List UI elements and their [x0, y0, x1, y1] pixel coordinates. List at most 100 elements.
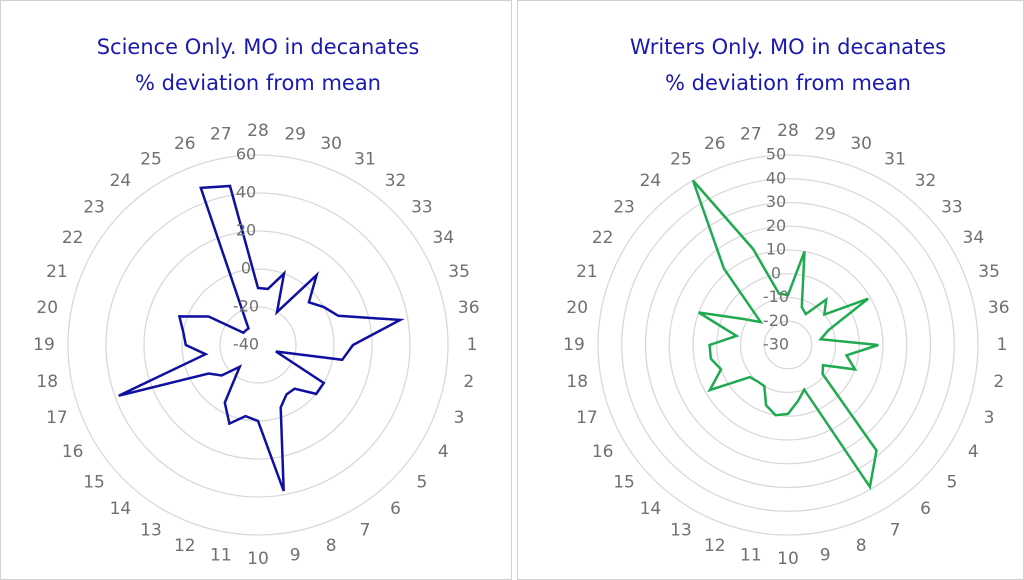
category-label: 9 [820, 546, 831, 566]
category-label: 5 [947, 473, 958, 493]
category-label: 34 [963, 228, 985, 248]
category-label: 14 [640, 499, 662, 519]
category-label: 1 [997, 335, 1008, 355]
category-label: 31 [884, 150, 906, 170]
category-label: 6 [390, 499, 401, 519]
category-label: 2 [993, 372, 1004, 392]
y-tick-label: -20 [763, 311, 789, 330]
category-label: 34 [433, 228, 455, 248]
chart-title: Science Only. MO in decanates [97, 35, 420, 59]
category-label: 25 [670, 150, 692, 170]
category-label: 11 [210, 546, 232, 566]
category-label: 31 [354, 150, 376, 170]
series-line [691, 179, 879, 491]
category-label: 3 [454, 408, 465, 428]
category-label: 15 [83, 473, 105, 493]
category-label: 23 [83, 197, 105, 217]
category-label: 18 [36, 372, 58, 392]
category-label: 2 [463, 372, 474, 392]
category-label: 4 [438, 442, 449, 462]
category-label: 35 [448, 262, 470, 282]
category-label: 33 [941, 197, 963, 217]
category-label: 26 [704, 134, 726, 154]
category-label: 10 [777, 549, 799, 569]
category-label: 7 [360, 520, 371, 540]
y-tick-label: 20 [766, 216, 786, 235]
y-tick-label: 60 [236, 145, 256, 164]
category-label: 27 [210, 124, 232, 144]
y-tick-label: -20 [233, 297, 259, 316]
category-label: 29 [284, 124, 306, 144]
category-label: 7 [890, 520, 901, 540]
category-label: 36 [988, 298, 1010, 318]
grid-ring [219, 306, 297, 384]
category-label: 19 [563, 335, 585, 355]
chart-subtitle: % deviation from mean [665, 71, 911, 95]
category-label: 13 [670, 520, 692, 540]
category-label: 32 [385, 171, 407, 191]
chart-title: Writers Only. MO in decanates [630, 35, 946, 59]
category-label: 16 [62, 442, 84, 462]
category-label: 18 [566, 372, 588, 392]
category-label: 3 [984, 408, 995, 428]
category-label: 10 [247, 549, 269, 569]
chart-subtitle: % deviation from mean [135, 71, 381, 95]
category-label: 1 [467, 335, 478, 355]
category-label: 13 [140, 520, 162, 540]
category-label: 5 [417, 473, 428, 493]
category-label: 15 [613, 473, 635, 493]
y-tick-label: 40 [766, 168, 786, 187]
y-tick-label: 10 [766, 240, 786, 259]
y-tick-label: 50 [766, 145, 786, 164]
category-label: 19 [33, 335, 55, 355]
category-label: 23 [613, 197, 635, 217]
grid-ring [739, 296, 837, 394]
category-label: 22 [592, 228, 614, 248]
category-label: 17 [576, 408, 598, 428]
category-label: 20 [36, 298, 58, 318]
category-label: 28 [777, 121, 799, 141]
category-label: 9 [290, 546, 301, 566]
category-label: 24 [640, 171, 662, 191]
grid-ring [621, 178, 955, 512]
y-tick-label: 40 [236, 183, 256, 202]
category-label: 12 [174, 536, 196, 556]
category-label: 17 [46, 408, 68, 428]
category-label: 32 [915, 171, 937, 191]
y-tick-label: 0 [241, 259, 251, 278]
grid-ring [644, 201, 932, 489]
category-label: 20 [566, 298, 588, 318]
category-label: 27 [740, 124, 762, 144]
grid-ring [143, 230, 373, 460]
category-label: 21 [576, 262, 598, 282]
category-label: 16 [592, 442, 614, 462]
y-tick-label: 20 [236, 221, 256, 240]
category-label: 12 [704, 536, 726, 556]
y-tick-label: 30 [766, 192, 786, 211]
category-label: 6 [920, 499, 931, 519]
category-label: 4 [968, 442, 979, 462]
category-label: 30 [320, 134, 342, 154]
grid-ring [668, 225, 908, 465]
category-label: 35 [978, 262, 1000, 282]
category-label: 33 [411, 197, 433, 217]
category-label: 36 [458, 298, 480, 318]
grid-ring [692, 249, 884, 441]
grid-ring [67, 154, 449, 536]
category-label: 22 [62, 228, 84, 248]
grid-ring [105, 192, 411, 498]
category-label: 25 [140, 150, 162, 170]
y-tick-label: -30 [763, 335, 789, 354]
grid-ring [763, 320, 813, 370]
category-label: 24 [110, 171, 132, 191]
category-label: 30 [850, 134, 872, 154]
category-label: 8 [856, 536, 867, 556]
y-tick-label: 0 [771, 263, 781, 282]
category-label: 8 [326, 536, 337, 556]
category-label: 14 [110, 499, 132, 519]
category-label: 26 [174, 134, 196, 154]
category-label: 29 [814, 124, 836, 144]
category-label: 11 [740, 546, 762, 566]
